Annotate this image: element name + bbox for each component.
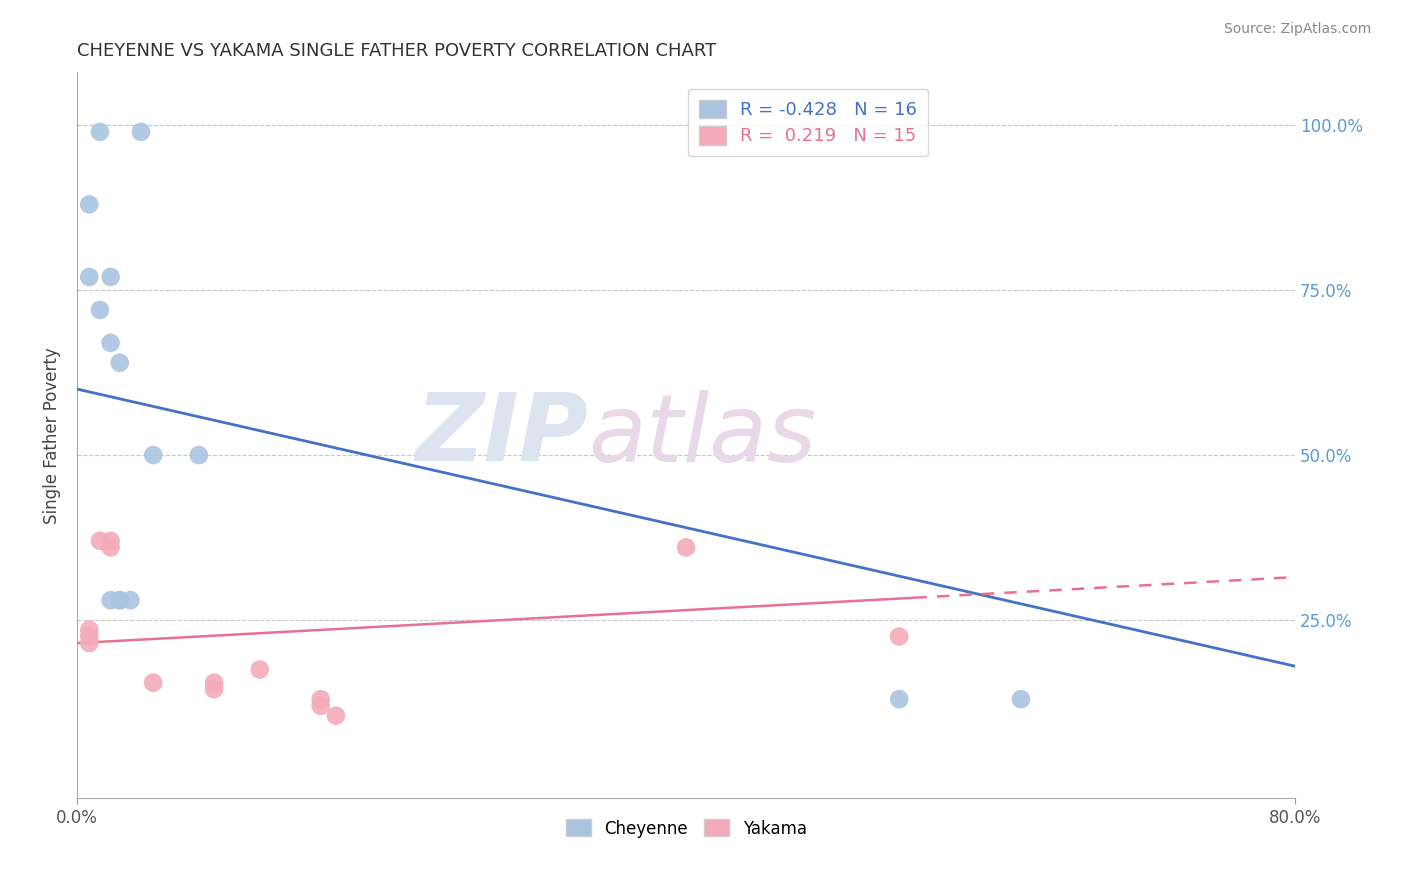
Point (77, 623, 100, 637)
Point (202, 682, 225, 697)
Point (1010, 692, 1032, 706)
Point (675, 541, 697, 555)
Point (100, 533, 122, 548)
Point (889, 692, 911, 706)
Point (89, 302, 111, 317)
Y-axis label: Single Father Poverty: Single Father Poverty (44, 347, 60, 524)
Point (89, 125, 111, 139)
Point (89, 533, 111, 548)
Point (100, 335, 122, 350)
Text: Source: ZipAtlas.com: Source: ZipAtlas.com (1223, 22, 1371, 37)
Point (108, 356, 131, 370)
Point (325, 708, 347, 723)
Point (77, 630, 100, 644)
Point (100, 541, 122, 555)
Point (100, 269, 122, 284)
Text: atlas: atlas (589, 390, 817, 481)
Point (202, 675, 225, 690)
Point (309, 692, 332, 706)
Point (142, 675, 165, 690)
Legend: Cheyenne, Yakama: Cheyenne, Yakama (560, 813, 813, 844)
Text: ZIP: ZIP (416, 389, 589, 482)
Point (129, 125, 152, 139)
Point (187, 448, 209, 462)
Text: CHEYENNE VS YAKAMA SINGLE FATHER POVERTY CORRELATION CHART: CHEYENNE VS YAKAMA SINGLE FATHER POVERTY… (77, 42, 716, 60)
Point (120, 593, 142, 607)
Point (889, 630, 911, 644)
Point (77, 197, 100, 211)
Point (100, 593, 122, 607)
Point (77, 269, 100, 284)
Point (77, 636, 100, 650)
Point (142, 448, 165, 462)
Point (249, 663, 271, 677)
Point (108, 593, 131, 607)
Point (309, 698, 332, 713)
Point (108, 593, 131, 607)
